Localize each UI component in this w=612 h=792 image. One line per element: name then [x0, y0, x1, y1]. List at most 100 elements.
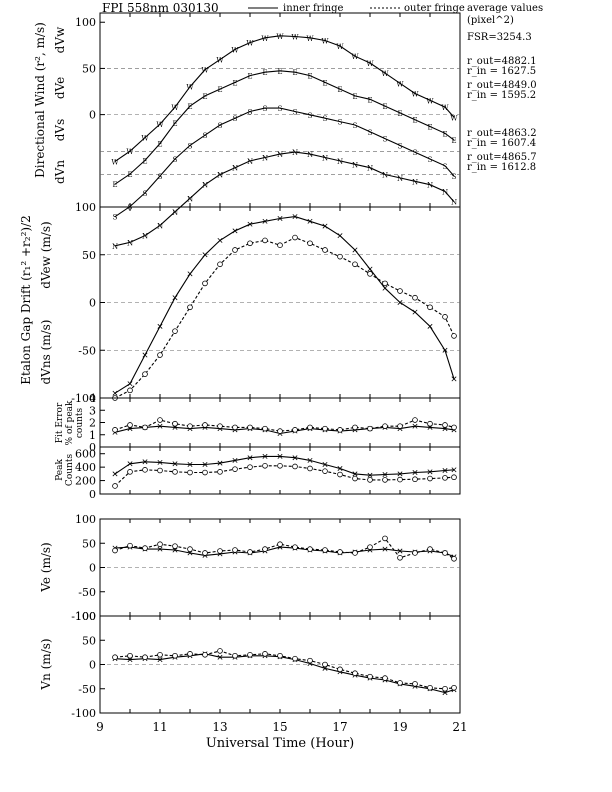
series-point: S [308, 112, 313, 120]
figure-title: FPI 558nm 030130 [102, 1, 219, 15]
series-point: E [451, 137, 456, 145]
series-point: S [398, 142, 403, 150]
series-point: E [427, 123, 432, 131]
series-point [187, 271, 193, 277]
series-point: S [368, 129, 373, 137]
dvn-label: dVn [53, 160, 67, 184]
series-line-dVns [114, 236, 455, 399]
series-point: W [441, 104, 449, 112]
series-point [157, 651, 163, 658]
series-point [127, 469, 133, 475]
series-point [382, 675, 388, 681]
series-point: E [157, 140, 162, 148]
series-point [322, 425, 328, 432]
series-point: W [276, 33, 284, 41]
series-point: S [443, 163, 448, 171]
fit-label-3: counts [75, 407, 85, 438]
series-point [412, 417, 418, 423]
series-point [157, 423, 163, 429]
series-point: E [202, 93, 207, 101]
series-point [367, 477, 373, 483]
y-tick-label: -50 [78, 586, 96, 599]
series-point [202, 550, 208, 556]
series-point: W [186, 84, 194, 92]
series-point: W [261, 35, 269, 43]
series-point [307, 240, 313, 247]
series-point [292, 234, 298, 241]
series-line-outer fringe [114, 419, 455, 432]
series-point: W [336, 43, 344, 51]
series-point [262, 651, 268, 657]
series-line-dVe [114, 70, 455, 185]
series-point [352, 247, 358, 253]
series-point [382, 535, 388, 542]
series-point: S [233, 115, 238, 123]
x-tick-label: 17 [332, 720, 347, 734]
series-point [157, 323, 163, 329]
series-point [307, 657, 313, 664]
series-line-outer fringe [114, 465, 455, 487]
series-point: W [426, 97, 434, 105]
series-point [187, 651, 193, 657]
series-point [172, 461, 178, 467]
series-point [412, 550, 418, 556]
series-point: S [383, 136, 388, 144]
series-point: W [321, 38, 329, 46]
x-tick-label: 15 [272, 720, 287, 734]
series-point: W [216, 57, 224, 65]
series-point: N [412, 178, 418, 186]
series-point [112, 654, 118, 661]
legend-inner-label: inner fringe [283, 3, 343, 14]
series-point: E [442, 130, 447, 138]
series-point [427, 475, 433, 482]
y-tick-label: 50 [82, 249, 96, 262]
y-tick-label: 0 [89, 109, 96, 122]
series-point [112, 547, 118, 554]
y-tick-label: -100 [71, 610, 96, 623]
series-point [382, 546, 388, 552]
series-point [322, 547, 328, 553]
series-point [232, 457, 238, 463]
series-point [397, 288, 403, 294]
series-point [442, 685, 448, 692]
series-point [232, 466, 238, 472]
series-point: S [338, 119, 343, 127]
series-point [187, 461, 193, 467]
series-point [172, 295, 178, 301]
series-point: S [293, 108, 298, 116]
series-point [112, 390, 118, 396]
series-point: W [141, 135, 149, 143]
series-point [322, 665, 328, 671]
series-point: N [322, 155, 328, 163]
series-point: N [451, 199, 457, 207]
series-point: N [337, 158, 343, 166]
dve-label: dVe [53, 77, 67, 99]
series-point [412, 309, 418, 315]
y-tick-label: 0 [89, 441, 96, 454]
series-point [157, 467, 163, 474]
series-point [412, 476, 418, 483]
series-point: W [171, 104, 179, 112]
n-r-out: r_out=4865.7 [467, 152, 537, 163]
series-point: S [188, 142, 193, 150]
w-r-out: r_out=4882.1 [467, 56, 537, 67]
series-point [202, 280, 208, 287]
series-point [367, 425, 373, 432]
series-point: E [397, 110, 402, 118]
series-point [367, 271, 373, 277]
series-point [217, 261, 223, 268]
series-point [292, 455, 298, 461]
series-point: S [203, 132, 208, 140]
series-point: N [277, 151, 283, 159]
series-point [127, 652, 133, 659]
series-point [202, 651, 208, 658]
series-point [247, 424, 253, 431]
s-r-in: r_in = 1607.4 [467, 138, 536, 149]
series-point [277, 428, 283, 434]
series-point [232, 424, 238, 431]
series-point [217, 548, 223, 554]
series-point: N [262, 155, 268, 163]
series-point: E [277, 68, 282, 76]
series-point [337, 471, 343, 478]
